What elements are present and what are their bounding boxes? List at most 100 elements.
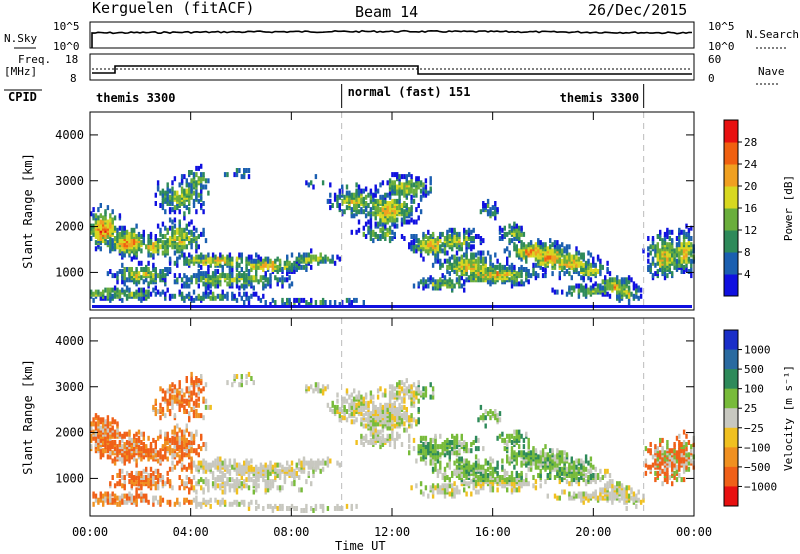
data-cell bbox=[484, 423, 487, 429]
data-cell bbox=[386, 433, 389, 439]
data-cell bbox=[207, 256, 210, 262]
data-cell bbox=[180, 429, 184, 435]
data-cell bbox=[580, 260, 583, 266]
data-cell bbox=[513, 264, 516, 270]
data-cell bbox=[178, 384, 181, 390]
data-cell bbox=[214, 269, 217, 274]
data-cell bbox=[216, 456, 220, 462]
data-cell bbox=[202, 468, 205, 474]
data-cell bbox=[116, 427, 119, 433]
data-cell bbox=[90, 425, 93, 431]
data-cell bbox=[190, 468, 193, 474]
data-cell bbox=[443, 483, 447, 489]
data-cell bbox=[190, 371, 193, 377]
data-cell bbox=[659, 236, 662, 241]
data-cell bbox=[145, 466, 148, 472]
data-cell bbox=[424, 450, 428, 456]
data-cell bbox=[541, 273, 545, 279]
data-cell bbox=[204, 178, 208, 184]
data-cell bbox=[369, 207, 373, 213]
data-cell bbox=[453, 227, 456, 233]
data-cell bbox=[264, 462, 267, 468]
data-cell bbox=[362, 196, 365, 202]
data-cell bbox=[355, 394, 358, 400]
data-cell bbox=[400, 221, 404, 227]
data-cell bbox=[460, 456, 463, 462]
data-cell bbox=[121, 433, 124, 439]
data-cell bbox=[510, 262, 514, 268]
data-cell bbox=[192, 404, 196, 410]
data-cell bbox=[250, 293, 253, 299]
data-cell bbox=[601, 285, 604, 291]
data-cell bbox=[577, 293, 581, 299]
data-cell bbox=[429, 176, 432, 182]
freq-panel-frame bbox=[89, 53, 695, 81]
data-cell bbox=[403, 404, 406, 410]
data-cell bbox=[152, 404, 155, 410]
data-cell bbox=[168, 240, 172, 246]
data-cell bbox=[173, 273, 177, 279]
data-cell bbox=[166, 435, 169, 441]
data-cell bbox=[496, 413, 499, 419]
data-cell bbox=[388, 384, 392, 390]
data-cell bbox=[391, 184, 394, 190]
data-cell bbox=[668, 229, 671, 235]
data-cell bbox=[482, 481, 485, 487]
data-cell bbox=[443, 236, 447, 241]
data-cell bbox=[104, 209, 107, 215]
data-cell bbox=[393, 437, 396, 443]
data-cell bbox=[293, 475, 296, 480]
data-cell bbox=[451, 470, 454, 476]
data-cell bbox=[288, 464, 291, 470]
data-cell bbox=[410, 485, 413, 491]
data-cell bbox=[427, 277, 430, 283]
data-cell bbox=[180, 252, 184, 258]
data-cell bbox=[398, 421, 401, 427]
data-cell bbox=[128, 440, 131, 445]
data-cell bbox=[259, 466, 263, 472]
data-cell bbox=[448, 450, 451, 456]
data-cell bbox=[176, 227, 179, 233]
data-cell bbox=[565, 248, 569, 254]
data-cell bbox=[589, 289, 593, 295]
data-cell bbox=[255, 291, 258, 297]
data-cell bbox=[195, 413, 198, 419]
station-title: Kerguelen (fitACF) bbox=[92, 0, 255, 17]
data-cell bbox=[422, 277, 425, 283]
data-cell bbox=[317, 256, 320, 262]
data-cell bbox=[455, 250, 459, 256]
data-cell bbox=[434, 444, 437, 450]
data-cell bbox=[149, 442, 153, 447]
data-cell bbox=[580, 252, 583, 258]
data-cell bbox=[125, 440, 129, 445]
data-cell bbox=[410, 417, 413, 423]
data-cell bbox=[489, 207, 492, 213]
data-cell bbox=[171, 435, 174, 441]
data-cell bbox=[379, 207, 382, 213]
data-cell bbox=[372, 238, 375, 244]
data-cell bbox=[152, 273, 155, 279]
data-cell bbox=[286, 254, 289, 260]
data-cell bbox=[176, 205, 179, 211]
data-cell bbox=[257, 473, 260, 478]
data-cell bbox=[465, 252, 468, 258]
data-cell bbox=[216, 460, 220, 466]
data-cell bbox=[479, 254, 483, 260]
data-cell bbox=[231, 281, 234, 287]
data-cell bbox=[496, 477, 499, 483]
data-cell bbox=[374, 435, 377, 441]
data-cell bbox=[506, 271, 509, 277]
data-cell bbox=[190, 178, 193, 184]
data-cell bbox=[491, 466, 495, 472]
data-cell bbox=[307, 302, 310, 307]
data-cell bbox=[231, 271, 234, 277]
data-cell bbox=[183, 433, 186, 439]
data-cell bbox=[312, 460, 315, 466]
data-cell bbox=[606, 267, 609, 272]
data-cell bbox=[393, 386, 396, 392]
data-cell bbox=[92, 421, 95, 427]
data-cell bbox=[570, 285, 573, 291]
data-cell bbox=[663, 231, 667, 237]
data-cell bbox=[118, 238, 122, 244]
data-cell bbox=[491, 411, 495, 417]
